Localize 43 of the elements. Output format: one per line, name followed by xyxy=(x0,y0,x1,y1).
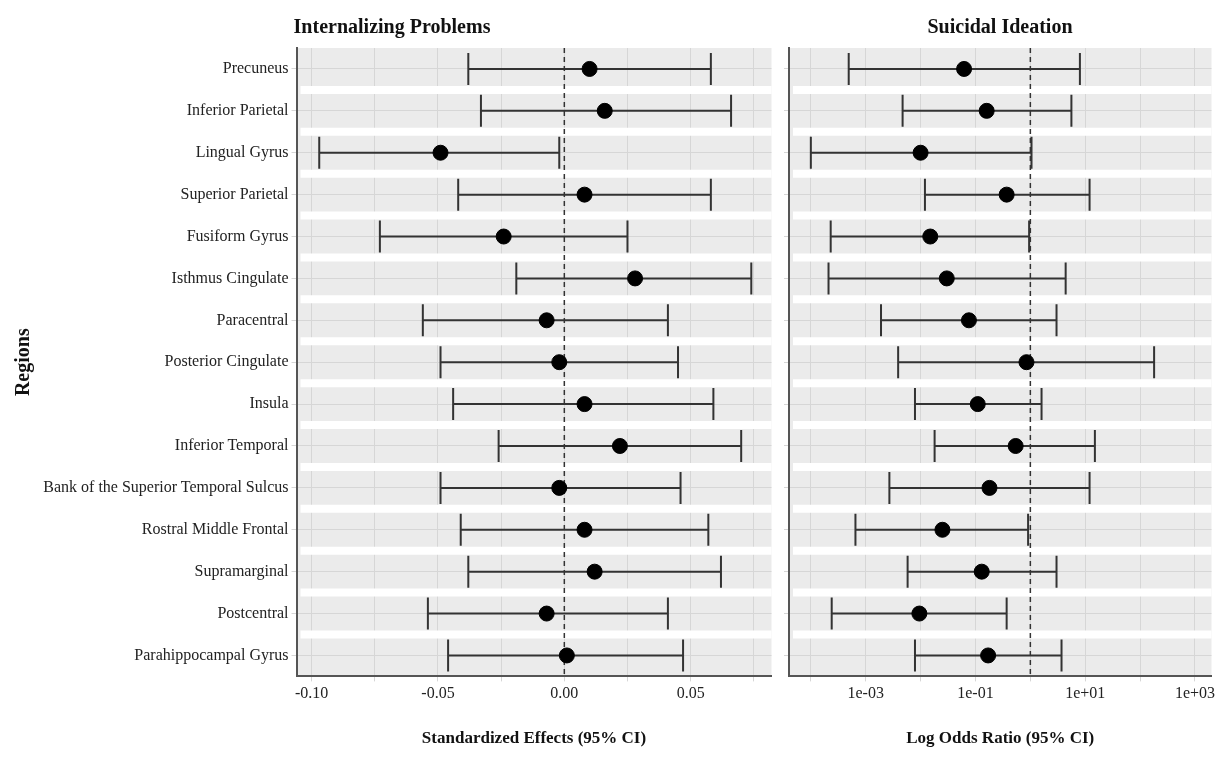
y-tick-label: Posterior Cingulate xyxy=(164,352,289,371)
point xyxy=(558,647,575,664)
y-tick-label: Isthmus Cingulate xyxy=(171,268,289,287)
point xyxy=(586,563,603,580)
point xyxy=(576,186,593,203)
chart-title: Internalizing Problems xyxy=(293,15,491,39)
point xyxy=(576,521,593,538)
x-axis-title: Log Odds Ratio (95% CI) xyxy=(906,728,1095,748)
point xyxy=(581,60,598,77)
y-tick-label: Precuneus xyxy=(222,59,289,77)
point xyxy=(551,354,568,371)
y-tick-label: Insula xyxy=(249,394,289,412)
y-tick-label: Superior Parietal xyxy=(180,184,290,203)
point xyxy=(596,102,613,119)
x-tick-label: 1e+01 xyxy=(1065,684,1106,702)
point xyxy=(576,396,593,413)
point xyxy=(551,479,568,496)
y-tick-label: Rostral Middle Frontal xyxy=(141,519,290,537)
y-axis-title: Regions xyxy=(11,328,35,397)
y-tick-label: Postcentral xyxy=(217,603,290,621)
x-tick-label: 0.05 xyxy=(676,684,705,702)
y-tick-label: Parahippocampal Gyrus xyxy=(134,645,289,664)
point xyxy=(611,437,628,454)
point xyxy=(538,312,555,329)
x-tick-label: -0.10 xyxy=(295,684,329,702)
x-axis-title: Standardized Effects (95% CI) xyxy=(421,728,647,748)
x-tick-label: 1e-01 xyxy=(957,684,994,702)
point xyxy=(495,228,512,245)
chart-title: Suicidal Ideation xyxy=(927,15,1073,38)
x-tick-label: 0.00 xyxy=(550,684,579,702)
point xyxy=(627,270,644,287)
y-tick-label: Paracentral xyxy=(216,310,290,328)
y-tick-label: Bank of the Superior Temporal Sulcus xyxy=(43,478,289,497)
x-tick-label: 1e+03 xyxy=(1174,684,1216,702)
y-tick-label: Inferior Parietal xyxy=(186,101,290,119)
point xyxy=(538,605,555,622)
y-tick-label: Fusiform Gyrus xyxy=(186,226,289,245)
x-tick-label: -0.05 xyxy=(421,684,455,702)
y-tick-label: Lingual Gyrus xyxy=(195,142,289,161)
y-tick-label: Inferior Temporal xyxy=(174,436,290,455)
x-tick-label: 1e-03 xyxy=(847,684,884,702)
y-tick-label: Supramarginal xyxy=(194,561,290,580)
point xyxy=(432,144,449,161)
